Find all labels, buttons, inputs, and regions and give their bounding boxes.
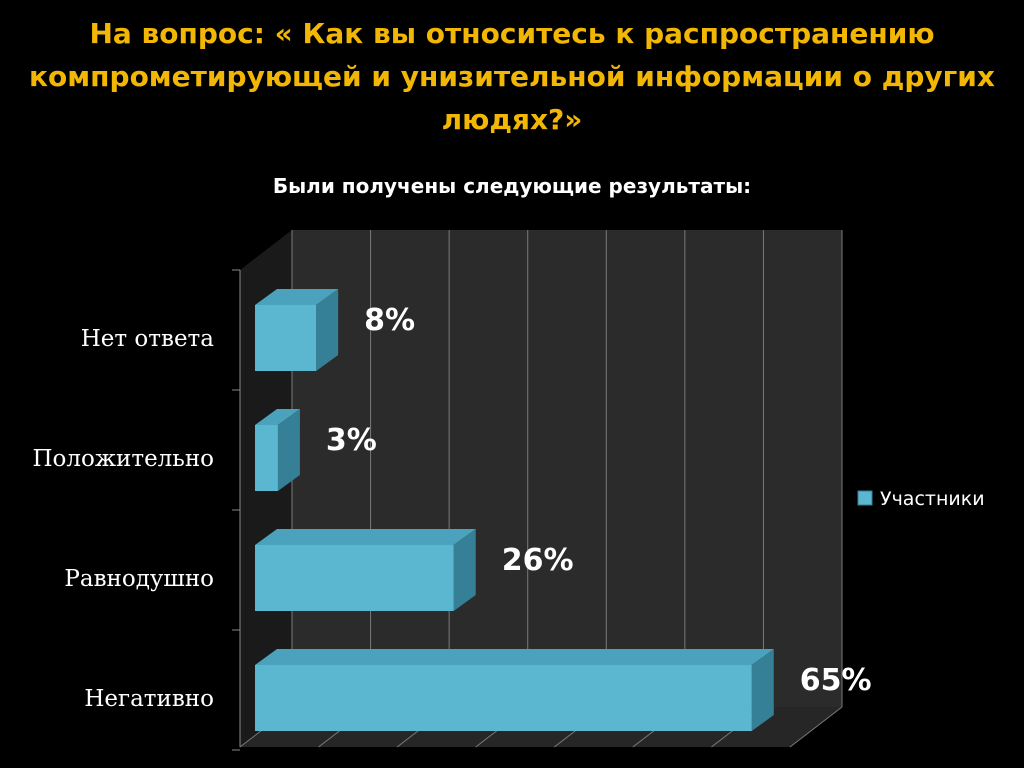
category-label: Положительно <box>33 446 215 472</box>
bar-side-face <box>277 409 300 491</box>
category-labels: Нет ответа Положительно Равнодушно Негативн… <box>33 326 215 712</box>
value-label: 26% <box>502 543 574 578</box>
bar-side-face <box>751 649 774 731</box>
bar-front-face <box>255 425 278 491</box>
value-labels: 8% 3% 26% 65% <box>326 303 872 698</box>
bar-3 <box>255 529 476 611</box>
value-label: 65% <box>800 663 872 698</box>
legend-label: Участники <box>880 488 985 510</box>
bar-top-face <box>255 649 774 665</box>
bar-front-face <box>255 545 454 611</box>
chart-back-wall <box>292 230 842 707</box>
bar-front-face <box>255 305 317 371</box>
category-label: Нет ответа <box>81 326 215 352</box>
bar-side-face <box>453 529 476 611</box>
bar-1 <box>255 289 339 371</box>
slide-title: На вопрос: « Как вы относитесь к распрос… <box>29 17 995 136</box>
category-label: Равнодушно <box>64 566 214 592</box>
slide-subtitle: Были получены следующие результаты: <box>272 174 752 198</box>
bar-top-face <box>255 289 339 305</box>
chart-legend: Участники <box>857 488 985 510</box>
chart-bars <box>255 289 774 731</box>
value-label: 8% <box>364 303 415 338</box>
value-label: 3% <box>326 423 377 458</box>
bar-top-face <box>255 409 300 425</box>
bar-front-face <box>255 665 752 731</box>
gridline-floor <box>789 706 843 748</box>
bar-side-face <box>316 289 339 371</box>
bar-4 <box>255 649 774 731</box>
category-label: Негативно <box>84 686 214 712</box>
bar-2 <box>255 409 300 491</box>
bar-top-face <box>255 529 476 545</box>
legend-swatch <box>857 490 873 506</box>
